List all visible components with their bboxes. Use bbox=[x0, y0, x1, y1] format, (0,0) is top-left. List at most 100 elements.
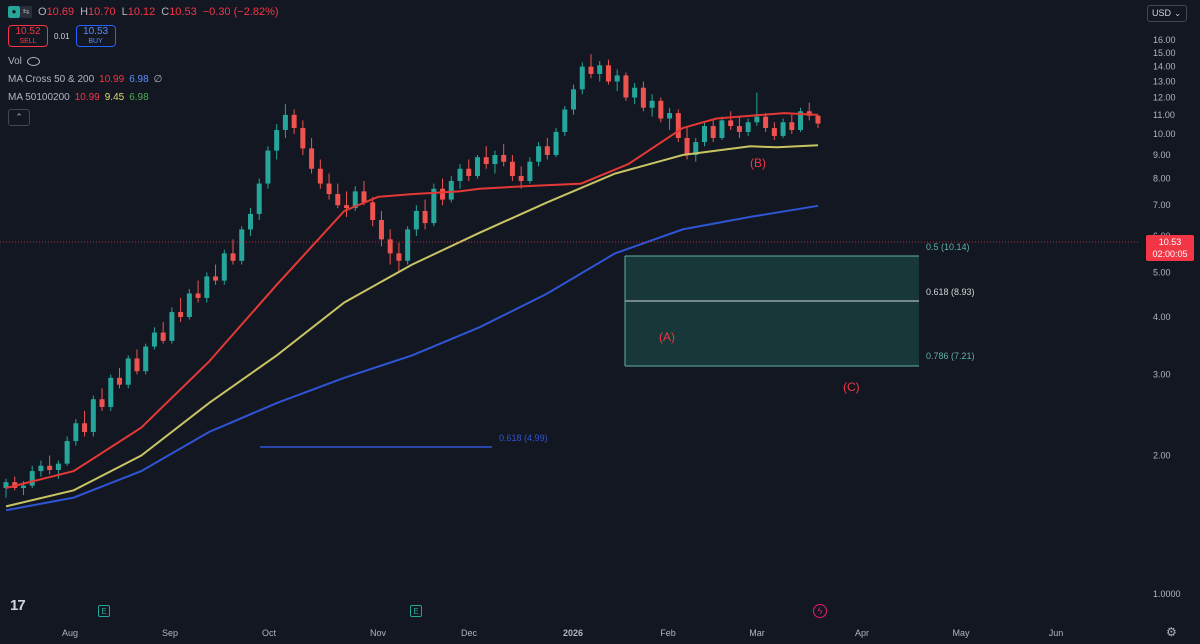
candle-body bbox=[29, 471, 35, 486]
tradingview-logo-icon[interactable]: 17 bbox=[10, 597, 26, 614]
moving-averages-group bbox=[5, 112, 819, 512]
candle-body bbox=[405, 229, 411, 261]
candle-body bbox=[82, 423, 88, 432]
swap-icon[interactable]: ⇆ bbox=[20, 6, 32, 18]
candle-body bbox=[483, 157, 489, 165]
ohlc-high: H10.70 bbox=[80, 6, 116, 18]
y-tick-label: 10.00 bbox=[1153, 129, 1176, 139]
ohlc-close: C10.53 bbox=[161, 6, 197, 18]
candle-body bbox=[178, 312, 184, 317]
ma-triple-value-3: 6.98 bbox=[129, 92, 149, 103]
dividend-icon[interactable]: ϟ bbox=[813, 604, 827, 618]
settings-icon[interactable]: ⚙ bbox=[1166, 625, 1177, 639]
y-tick-label: 1.0000 bbox=[1153, 589, 1181, 599]
candle-body bbox=[344, 205, 350, 209]
candle-body bbox=[614, 75, 620, 82]
currency-select[interactable]: USD ⌄ bbox=[1147, 5, 1187, 22]
candle-body bbox=[640, 87, 646, 108]
indicator-ma-cross[interactable]: MA Cross 50 & 200 10.99 6.98 ∅ bbox=[8, 74, 162, 85]
eye-icon[interactable] bbox=[26, 57, 40, 66]
candle-body bbox=[431, 188, 437, 224]
fib-label-0.618-lower: 0.618 (4.99) bbox=[499, 433, 548, 443]
candle-body bbox=[396, 253, 402, 261]
candle-body bbox=[719, 120, 725, 138]
wave-annotation-a: (A) bbox=[659, 330, 675, 344]
earnings-icon[interactable]: E bbox=[410, 605, 422, 617]
ma-cross-extra: ∅ bbox=[153, 74, 163, 85]
candle-body bbox=[675, 113, 681, 138]
candle-body bbox=[247, 213, 253, 230]
ohlc-low: L10.12 bbox=[121, 6, 156, 18]
candle-body bbox=[466, 168, 472, 177]
candle-body bbox=[117, 377, 123, 385]
candle-body bbox=[186, 293, 192, 317]
candle-body bbox=[73, 423, 79, 442]
candle-body bbox=[789, 122, 795, 130]
x-tick-label: Apr bbox=[855, 628, 869, 638]
candle-body bbox=[300, 128, 306, 149]
x-axis[interactable]: Aug Sep Oct Nov Dec 2026 Feb Mar Apr May Jun bbox=[62, 628, 1063, 638]
candle-body bbox=[536, 146, 542, 162]
candle-body bbox=[553, 131, 559, 155]
sell-button[interactable]: 10.52 SELL bbox=[8, 25, 48, 47]
candle-body bbox=[370, 202, 376, 220]
fib-label-0.786: 0.786 (7.21) bbox=[926, 351, 975, 361]
candle-body bbox=[125, 358, 131, 385]
candle-body bbox=[38, 465, 44, 472]
candle-body bbox=[361, 191, 367, 203]
candle-body bbox=[309, 148, 315, 169]
candle-body bbox=[605, 65, 611, 82]
indicator-volume[interactable]: Vol bbox=[8, 56, 40, 67]
chevron-down-icon: ⌄ bbox=[1174, 9, 1181, 18]
x-tick-label: Aug bbox=[62, 628, 78, 638]
indicator-ma-triple[interactable]: MA 50100200 10.99 9.45 6.98 bbox=[8, 92, 149, 103]
candle-body bbox=[134, 358, 140, 372]
candle-body bbox=[754, 116, 760, 123]
candle-body bbox=[457, 168, 463, 182]
bar-countdown: 02:00:05 bbox=[1152, 249, 1188, 259]
fib-zone-rect bbox=[625, 256, 919, 366]
candle-body bbox=[745, 122, 751, 132]
candle-body bbox=[710, 126, 716, 138]
x-tick-label: 2026 bbox=[563, 628, 583, 638]
earnings-icon[interactable]: E bbox=[98, 605, 110, 617]
candle-body bbox=[597, 65, 603, 74]
candle-body bbox=[815, 115, 821, 124]
y-tick-label: 11.00 bbox=[1153, 110, 1175, 120]
candle-body bbox=[274, 129, 280, 151]
last-price-value: 10.53 bbox=[1158, 237, 1182, 247]
y-tick-label: 15.00 bbox=[1153, 48, 1176, 58]
candle-body bbox=[213, 276, 219, 281]
chevron-up-icon[interactable]: ⌃ bbox=[8, 109, 30, 126]
candle-body bbox=[632, 87, 638, 98]
candle-body bbox=[143, 346, 149, 372]
ma200-line bbox=[5, 204, 819, 512]
symbol-buttons[interactable]: ● ⇆ bbox=[8, 6, 32, 18]
trade-buttons: 10.52 SELL 0.01 10.53 BUY bbox=[8, 25, 116, 47]
candle-body bbox=[579, 66, 585, 90]
fib-zone-group bbox=[260, 255, 919, 448]
candle-body bbox=[169, 312, 175, 341]
buy-button[interactable]: 10.53 BUY bbox=[75, 25, 116, 47]
candle-body bbox=[544, 146, 550, 155]
candle-body bbox=[160, 332, 166, 341]
candle-body bbox=[230, 253, 236, 261]
ma-triple-name: MA 50100200 bbox=[8, 92, 70, 103]
candle-body bbox=[204, 276, 210, 298]
candle-body bbox=[518, 176, 524, 182]
ohlc-legend: ● ⇆ O10.69 H10.70 L10.12 C10.53 −0.30 (−2… bbox=[8, 6, 279, 18]
candle-body bbox=[108, 377, 114, 407]
x-tick-label: Jun bbox=[1049, 628, 1064, 638]
candle-body bbox=[64, 441, 70, 464]
candle-body bbox=[352, 191, 358, 209]
candle-body bbox=[90, 399, 96, 432]
dot-icon[interactable]: ● bbox=[8, 6, 20, 18]
y-tick-label: 2.00 bbox=[1153, 451, 1171, 461]
candle-body bbox=[151, 332, 157, 347]
candle-body bbox=[527, 161, 533, 182]
x-tick-label: Oct bbox=[262, 628, 277, 638]
candle-body bbox=[317, 168, 323, 184]
candle-body bbox=[326, 183, 332, 195]
